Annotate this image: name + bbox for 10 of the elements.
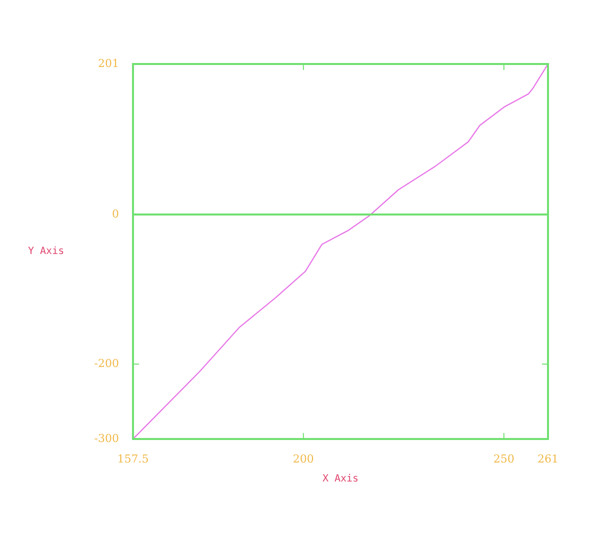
y-axis-title: Y Axis xyxy=(28,246,64,258)
x-tick-label: 250 xyxy=(493,452,514,466)
y-tick-label: -200 xyxy=(94,357,119,370)
x-tick-label: 261 xyxy=(538,452,558,466)
y-tick-label: -300 xyxy=(94,432,119,445)
x-tick-label: 200 xyxy=(292,452,314,466)
y-tick-label: 201 xyxy=(98,56,119,70)
y-tick-label: 0 xyxy=(112,207,119,220)
x-tick-label: 157.5 xyxy=(117,452,149,466)
x-axis-title: X Axis xyxy=(322,474,359,485)
